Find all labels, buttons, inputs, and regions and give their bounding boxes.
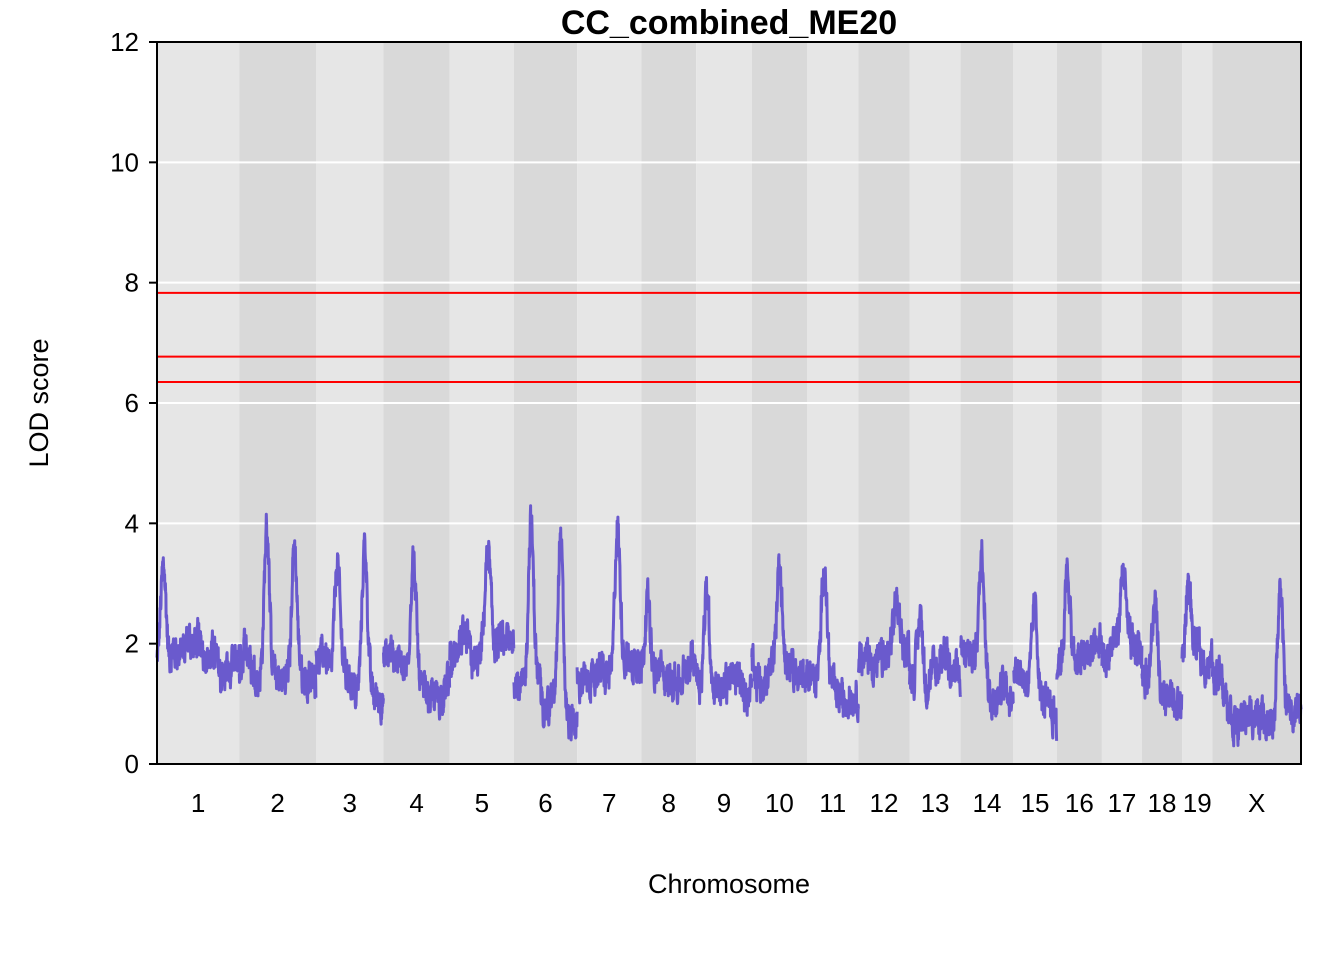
x-tick-label-14: 14 (972, 788, 1001, 818)
x-tick-label-x: X (1248, 788, 1265, 818)
lod-curve-chr-15 (1012, 591, 1059, 741)
lod-curve-chr-18 (1140, 589, 1184, 721)
y-tick-label-6: 6 (125, 388, 139, 418)
x-tick-label-12: 12 (870, 788, 899, 818)
x-tick-label-19: 19 (1183, 788, 1212, 818)
chart-title: CC_combined_ME20 (561, 4, 897, 42)
x-tick-label-2: 2 (270, 788, 284, 818)
lod-series (155, 504, 1303, 748)
y-tick-label-2: 2 (125, 629, 139, 659)
x-tick-label-7: 7 (602, 788, 616, 818)
y-axis: 0 2 4 6 8 10 12 (110, 27, 157, 779)
lod-curve-chr-3 (314, 532, 385, 726)
lod-curve-chr-9 (694, 576, 754, 717)
y-tick-label-4: 4 (125, 508, 139, 538)
y-tick-label-0: 0 (125, 749, 139, 779)
lod-curve-chr-8 (639, 577, 698, 706)
y-tick-label-8: 8 (125, 268, 139, 298)
lod-curve-chr-19 (1180, 572, 1214, 689)
x-tick-label-9: 9 (717, 788, 731, 818)
y-tick-label-12: 12 (110, 27, 139, 57)
threshold-lines (157, 291, 1301, 383)
lod-curve-chr-7 (575, 515, 643, 705)
lod-curve-chr-1 (155, 556, 241, 694)
lod-curve-chr-16 (1055, 557, 1104, 680)
x-tick-label-3: 3 (343, 788, 357, 818)
x-axis: 1 2 3 4 5 6 7 8 9 10 11 12 13 14 15 16 17 18 19 X (191, 788, 1265, 818)
x-tick-label-16: 16 (1065, 788, 1094, 818)
x-tick-label-18: 18 (1148, 788, 1177, 818)
lod-curve-chr-17 (1100, 562, 1144, 679)
x-tick-label-4: 4 (409, 788, 423, 818)
lod-curve-chr-4 (382, 545, 452, 721)
gridlines (157, 161, 1301, 645)
lod-curve-chr-11 (805, 566, 860, 724)
lod-curve-chr-13 (908, 603, 962, 710)
x-tick-label-1: 1 (191, 788, 205, 818)
y-axis-label: LOD score (24, 338, 54, 467)
lod-curve-chr-2 (237, 512, 318, 704)
x-tick-label-10: 10 (765, 788, 794, 818)
x-tick-label-15: 15 (1021, 788, 1050, 818)
lod-curve-chr-x (1210, 577, 1303, 748)
lod-curve-chr-10 (750, 553, 809, 704)
x-tick-label-11: 11 (819, 788, 846, 818)
y-tick-label-10: 10 (110, 147, 139, 177)
x-tick-label-8: 8 (661, 788, 675, 818)
lod-curve-chr-5 (448, 539, 516, 680)
lod-curve-chr-14 (959, 539, 1015, 721)
lod-curve-chr-12 (857, 586, 911, 688)
x-axis-label: Chromosome (648, 869, 810, 899)
x-tick-label-13: 13 (921, 788, 950, 818)
x-tick-label-6: 6 (538, 788, 552, 818)
lod-curve-chr-6 (512, 504, 579, 742)
x-tick-label-17: 17 (1107, 788, 1136, 818)
x-tick-label-5: 5 (475, 788, 489, 818)
